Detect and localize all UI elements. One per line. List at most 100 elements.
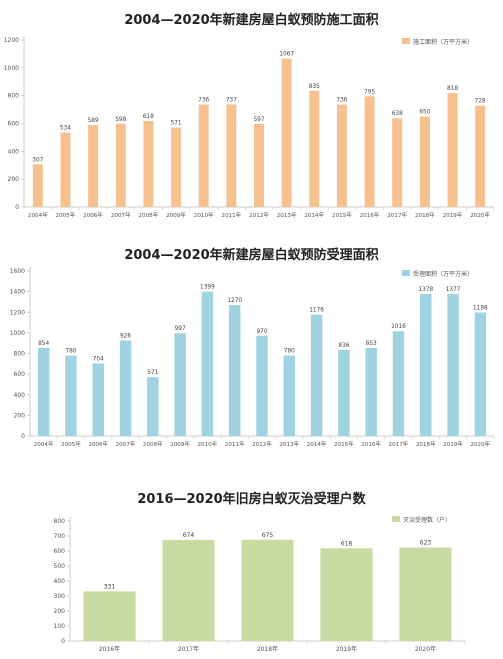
data-label: 836: [338, 343, 349, 349]
x-tick-label: 2007年: [111, 211, 131, 219]
x-tick-label: 2010年: [194, 211, 214, 219]
data-label: 623: [420, 540, 432, 547]
data-label: 650: [419, 110, 430, 116]
bar: [447, 93, 458, 207]
x-tick-label: 2006年: [88, 440, 108, 448]
x-tick-label: 2015年: [334, 440, 354, 448]
bar: [399, 547, 452, 641]
data-label: 728: [475, 99, 486, 105]
data-label: 1399: [200, 285, 215, 291]
data-label: 780: [284, 349, 295, 355]
y-tick-label: 300: [54, 593, 66, 600]
bar: [447, 293, 459, 436]
x-tick-label: 2012年: [249, 211, 269, 219]
bar: [364, 96, 375, 207]
data-label: 1016: [391, 324, 406, 330]
data-label: 780: [65, 349, 76, 355]
y-tick-label: 1400: [10, 289, 25, 296]
data-label: 1067: [279, 52, 294, 58]
bar: [254, 123, 264, 207]
x-tick-label: 2011年: [225, 440, 245, 448]
data-label: 638: [392, 111, 403, 117]
x-tick-label: 2020年: [415, 645, 436, 653]
data-label: 534: [60, 126, 71, 132]
x-tick-label: 2007年: [116, 440, 136, 448]
data-label: 926: [120, 334, 131, 340]
bar: [310, 314, 323, 436]
data-label: 736: [198, 98, 209, 104]
bar: [162, 539, 215, 641]
y-tick-label: 200: [8, 176, 20, 183]
y-tick-label: 200: [54, 608, 66, 615]
data-label: 818: [447, 86, 458, 92]
bar: [119, 340, 132, 436]
x-tick-label: 2009年: [170, 440, 190, 448]
x-tick-label: 2004年: [34, 440, 54, 448]
y-tick-label: 600: [14, 371, 26, 378]
bar: [60, 132, 71, 207]
data-label: 571: [147, 370, 158, 376]
chart-construction-area: 2004—2020年新建房屋白蚁预防施工面积 0 200 400 600 800 1000…: [0, 0, 503, 222]
data-label: 1270: [227, 298, 242, 304]
data-label: 1378: [418, 287, 433, 293]
y-tick-label: 0: [21, 433, 25, 440]
bar: [143, 120, 154, 207]
data-label: 970: [256, 329, 267, 335]
y-tick-label: 200: [14, 412, 26, 419]
bar: [281, 58, 292, 207]
data-label: 997: [175, 326, 186, 332]
bar: [475, 105, 486, 207]
legend-swatch: [402, 38, 410, 44]
x-tick-label: 2015年: [332, 211, 352, 219]
y-tick-label: 0: [15, 204, 19, 211]
chart-accepted-area: 2004—2020年新建房屋白蚁预防受理面积 0 200 400 600 800 1000…: [0, 237, 503, 462]
y-tick-label: 800: [14, 351, 26, 358]
data-label: 736: [336, 98, 347, 104]
y-tick-label: 400: [54, 578, 66, 585]
data-label: 674: [183, 532, 195, 539]
x-tick-label: 2017年: [178, 645, 199, 653]
x-tick-label: 2014年: [304, 211, 324, 219]
bar: [65, 355, 77, 436]
x-tick-label: 2017年: [387, 211, 407, 219]
bar: [92, 363, 104, 436]
x-tick-label: 2020年: [470, 440, 490, 448]
bar: [392, 331, 405, 436]
chart-svg: 0 200 400 600 800 1000 1200 307 2004年 534 2005年 589…: [4, 36, 495, 219]
bar: [420, 293, 432, 436]
bar: [419, 116, 430, 207]
data-label: 589: [88, 118, 99, 124]
bar: [309, 90, 320, 207]
data-label: 704: [93, 356, 104, 362]
x-tick-label: 2016年: [99, 645, 120, 653]
y-tick-label: 600: [8, 121, 20, 128]
bar: [174, 333, 186, 436]
legend-swatch: [392, 516, 400, 522]
x-tick-label: 2016年: [360, 211, 380, 219]
x-tick-label: 2011年: [221, 211, 241, 219]
bar: [32, 164, 43, 207]
x-tick-label: 2005年: [56, 211, 76, 219]
x-tick-label: 2020年: [470, 211, 490, 219]
x-tick-label: 2017年: [389, 440, 409, 448]
bar: [283, 355, 296, 436]
chart-svg: 0 100 200 300 400 500 600 700 800 331 2016年 674 2017…: [54, 516, 466, 653]
chart-title: 2016—2020年旧房白蚁灭治受理户数: [137, 492, 366, 507]
x-tick-label: 2005年: [61, 440, 81, 448]
y-tick-label: 500: [54, 563, 66, 570]
bar: [474, 312, 487, 436]
bar: [37, 347, 50, 436]
data-label: 853: [366, 341, 377, 347]
x-tick-label: 2008年: [143, 440, 163, 448]
bar: [320, 548, 373, 641]
x-tick-label: 2018年: [257, 645, 278, 653]
x-tick-label: 2014年: [307, 440, 327, 448]
legend-label: 灭治受理数（户）: [403, 516, 451, 524]
data-label: 737: [226, 97, 237, 103]
y-tick-label: 1200: [10, 309, 25, 316]
x-tick-label: 2004年: [28, 211, 48, 219]
bar: [171, 127, 182, 207]
y-tick-label: 400: [14, 392, 26, 399]
data-label: 597: [253, 117, 264, 123]
bar: [88, 125, 99, 207]
